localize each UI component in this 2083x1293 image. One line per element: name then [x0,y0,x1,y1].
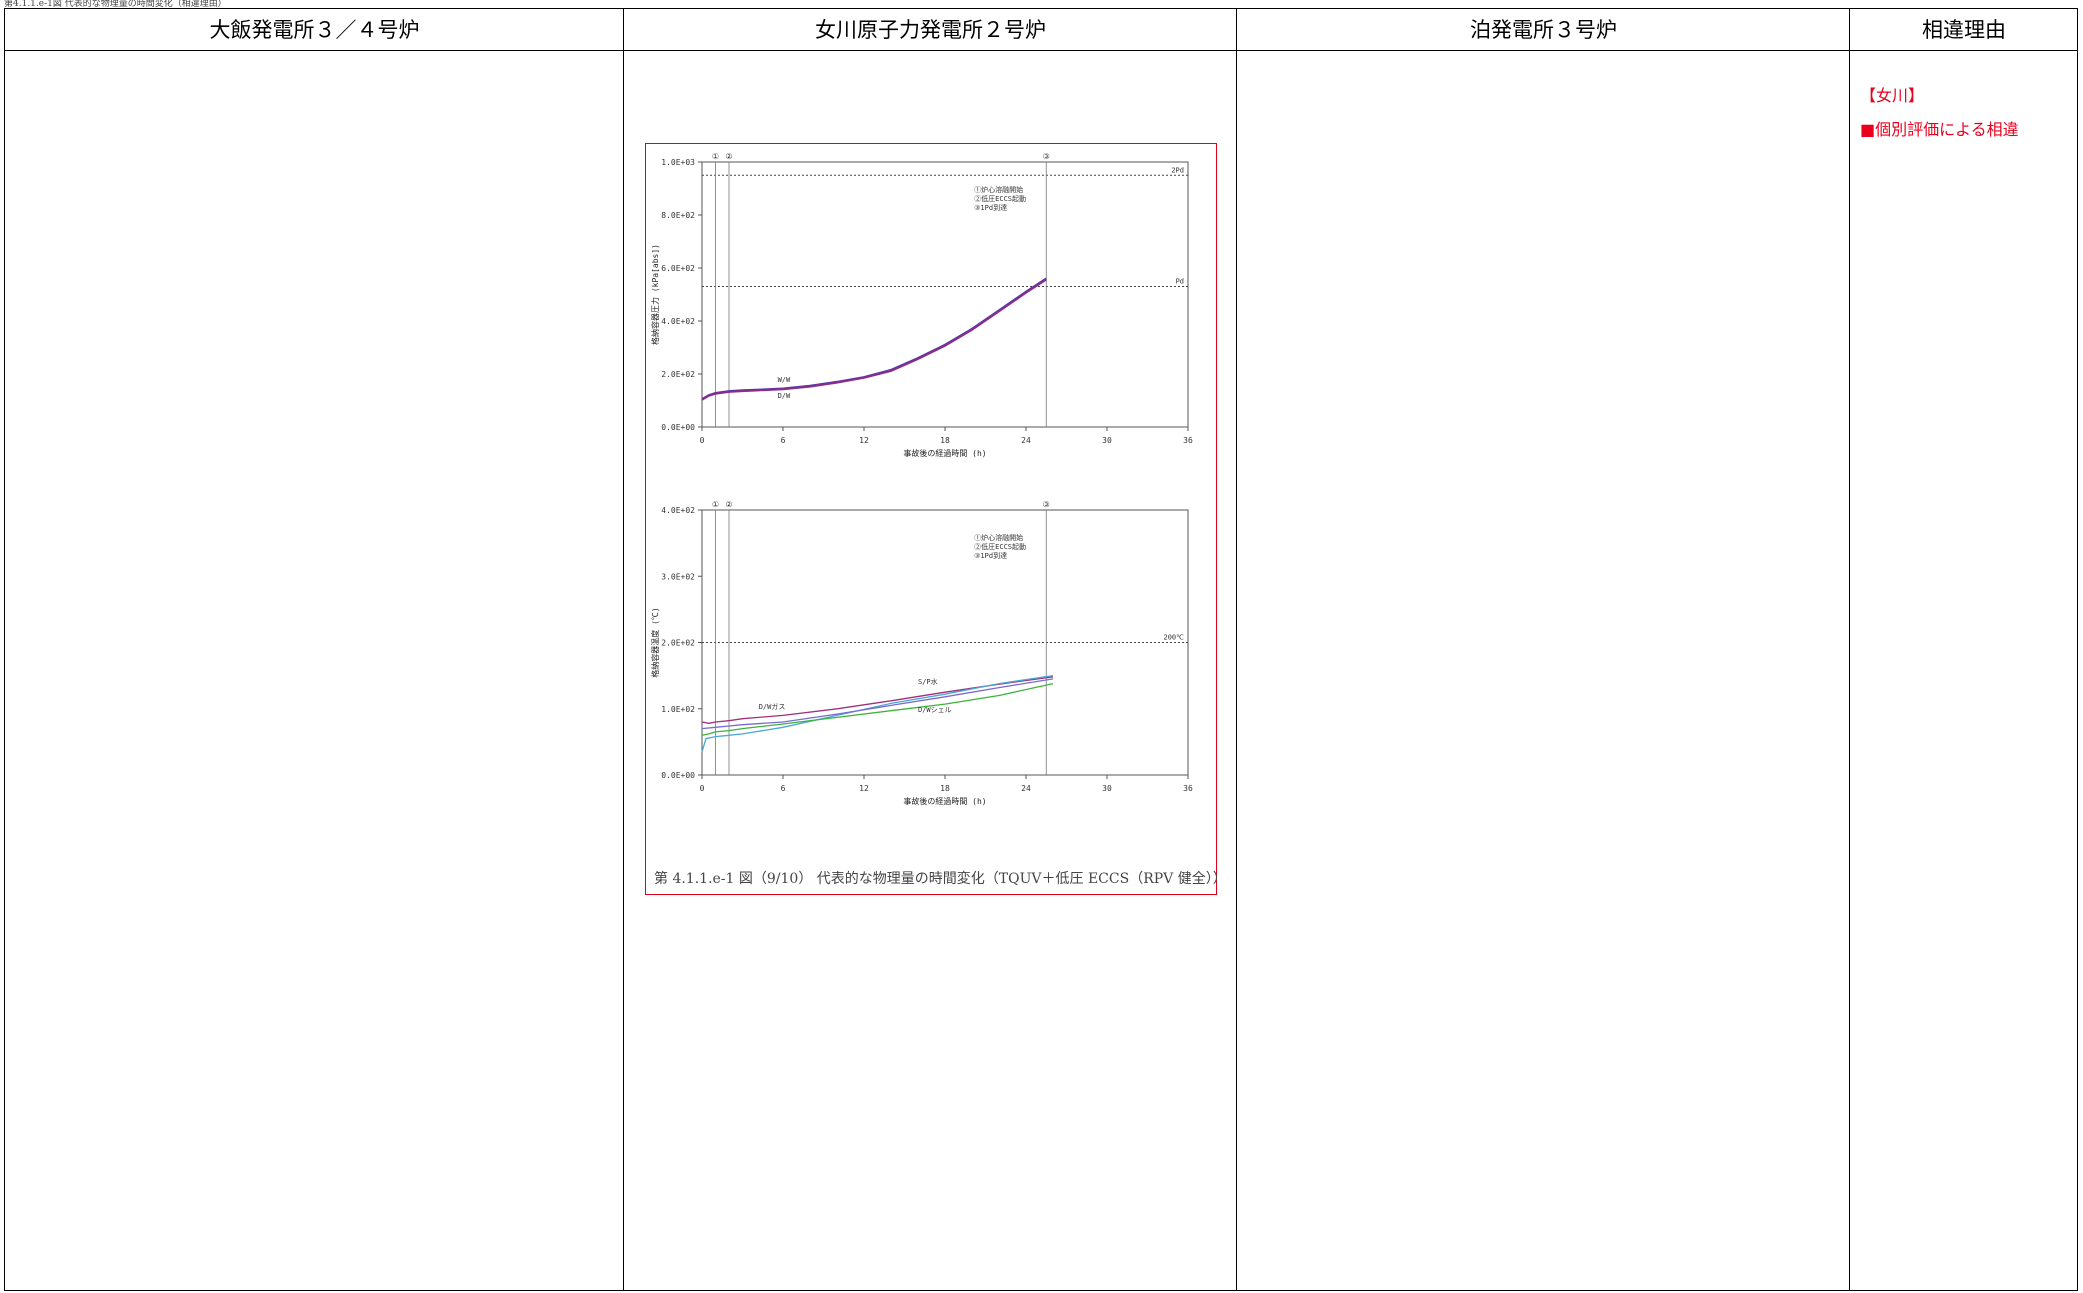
header-reason: 相違理由 [1850,8,2078,51]
y-tick-label: 3.0E+02 [661,572,695,581]
series-line-2 [701,682,1054,736]
event-marker-label: ③ [1043,152,1050,161]
series-line-1 [701,278,1047,401]
x-tick-label: 6 [781,436,786,445]
legend-entry: ①炉心溶融開始 [974,533,1023,542]
series-label: D/W [778,392,791,400]
x-tick-label: 18 [940,784,950,793]
legend-entry: ②低圧ECCS起動 [974,542,1026,551]
y-tick-label: 0.0E+00 [661,771,695,780]
series-label: S/P水 [918,677,938,686]
page-header-strip: 第4.1.1.e-1図 代表的な物理量の時間変化（相違理由） [4,0,227,9]
reference-line-label: 200℃ [1163,634,1184,642]
y-tick-label: 2.0E+02 [661,370,695,379]
series-label: D/Wシェル [918,706,952,714]
figure-caption: 第 4.1.1.e-1 図（9/10） 代表的な物理量の時間変化（TQUV＋低圧… [654,871,1227,887]
comparison-table: 大飯発電所３／４号炉 女川原子力発電所２号炉 泊発電所３号炉 相違理由 【女川】… [4,8,2078,1290]
x-tick-label: 6 [781,784,786,793]
column-tomari: 泊発電所３号炉 [1236,8,1850,1290]
event-marker-label: ② [725,152,732,161]
x-tick-label: 12 [859,436,869,445]
x-tick-label: 0 [700,784,705,793]
reason-plant-tag: 【女川】 [1860,86,1925,105]
series-line-1 [701,674,1054,752]
legend-entry: ②低圧ECCS起動 [974,194,1026,203]
x-tick-label: 18 [940,436,950,445]
legend-entry: ①炉心溶融開始 [974,185,1023,194]
y-tick-label: 1.0E+03 [661,158,695,167]
column-reason: 相違理由 【女川】 ■個別評価による相違 [1849,8,2078,1290]
y-axis-label: 格納容器圧力 (kPa[abs]) [650,244,660,345]
y-tick-label: 4.0E+02 [661,317,695,326]
x-tick-label: 24 [1021,784,1031,793]
x-tick-label: 0 [700,436,705,445]
x-tick-label: 36 [1183,436,1193,445]
y-tick-label: 1.0E+02 [661,705,695,714]
y-axis-label: 格納容器温度 (℃) [650,607,660,677]
event-marker-label: ① [712,500,719,509]
y-tick-label: 4.0E+02 [661,506,695,515]
y-tick-label: 0.0E+00 [661,423,695,432]
column-ohi: 大飯発電所３／４号炉 [4,8,624,1290]
event-marker-label: ③ [1043,500,1050,509]
series-label: W/W [778,376,791,384]
legend-entry: ③1Pd到達 [974,551,1007,560]
y-tick-label: 2.0E+02 [661,639,695,648]
event-marker-label: ① [712,152,719,161]
x-tick-label: 36 [1183,784,1193,793]
x-tick-label: 30 [1102,436,1112,445]
header-ohi: 大飯発電所３／４号炉 [5,8,624,51]
series-line-0 [701,676,1054,724]
reference-line-label: Pd [1176,278,1184,286]
temperature-chart: 0 6 12 18 24 30 36 0.0E+00 1.0E+02 2.0E+02 3.0E+02… [650,500,1193,806]
x-tick-label: 30 [1102,784,1112,793]
event-marker-label: ② [725,500,732,509]
legend-entry: ③1Pd到達 [974,203,1007,212]
series-line-3 [701,678,1054,730]
header-onagawa: 女川原子力発電所２号炉 [624,8,1237,51]
y-tick-label: 8.0E+02 [661,211,695,220]
pressure-chart: 0 6 12 18 24 30 36 0.0E+00 2.0E+02 4.0E+02 6.0E+02… [650,152,1193,458]
reason-text: ■個別評価による相違 [1860,120,2019,139]
column-onagawa: 女川原子力発電所２号炉 [623,8,1237,1290]
figure-frame: 0 6 12 18 24 30 36 0.0E+00 2.0E+02 4.0E+02 6.0E+02… [645,143,1227,895]
series-line-0 [701,277,1047,401]
y-tick-label: 6.0E+02 [661,264,695,273]
x-axis-label: 事故後の経過時間 (h) [903,796,986,806]
plot-area [701,161,1189,428]
x-axis-label: 事故後の経過時間 (h) [903,448,986,458]
x-tick-label: 12 [859,784,869,793]
x-tick-label: 24 [1021,436,1031,445]
series-label: D/Wガス [759,702,786,711]
reference-line-label: 2Pd [1171,166,1184,174]
header-tomari: 泊発電所３号炉 [1237,8,1850,51]
